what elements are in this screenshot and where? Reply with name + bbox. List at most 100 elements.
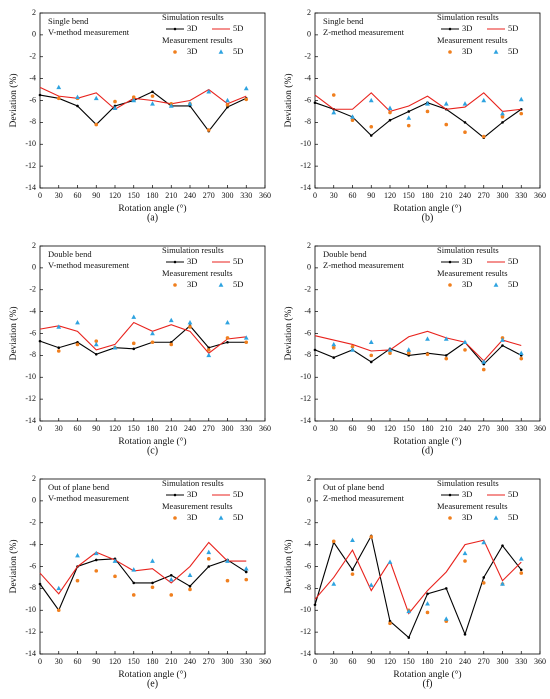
x-tick-label: 60: [74, 191, 82, 200]
x-tick-label: 210: [165, 657, 177, 666]
vertex-marker: [407, 110, 411, 113]
y-tick-label: 2: [32, 241, 36, 250]
dot-marker: [225, 578, 230, 583]
y-tick-label: -12: [300, 627, 311, 636]
vertex-marker: [501, 344, 504, 347]
panel-note: V-method measurement: [48, 493, 130, 503]
y-tick-label: -14: [25, 416, 36, 425]
dot-marker: [113, 574, 117, 579]
triangle-marker: [406, 115, 412, 120]
triangle-marker: [75, 552, 80, 558]
series-line: [314, 534, 522, 639]
dot-marker: [244, 97, 249, 102]
panel-note: V-method measurement: [48, 260, 130, 270]
triangle-marker: [425, 336, 430, 341]
dot-marker: [369, 535, 374, 539]
panel-note: Z-method measurement: [323, 493, 405, 503]
triangle-marker: [481, 539, 487, 545]
x-tick-label: 330: [515, 424, 527, 433]
vertex-marker: [369, 134, 373, 137]
dot-marker: [519, 571, 524, 575]
legend-marker: [448, 516, 452, 520]
y-tick-label: -2: [304, 52, 311, 61]
legend-title: Measurement results: [162, 268, 233, 278]
x-tick-label: 90: [367, 424, 375, 433]
legend-title: Simulation results: [162, 12, 224, 22]
vertex-marker: [313, 348, 317, 352]
legend-label: 5D: [508, 489, 518, 499]
triangle-marker: [462, 550, 468, 556]
dot-marker: [244, 340, 249, 345]
y-tick-label: 0: [32, 263, 36, 272]
legend-title: Simulation results: [162, 245, 224, 255]
y-tick-label: -14: [25, 649, 36, 658]
y-axis-label: Deviation (%): [8, 73, 19, 127]
dot-marker: [406, 123, 411, 128]
y-tick-label: -6: [304, 561, 311, 570]
dot-marker: [206, 557, 211, 561]
dot-marker: [481, 367, 486, 372]
triangle-marker: [387, 347, 393, 352]
y-tick-label: -8: [304, 350, 311, 359]
vertex-marker: [38, 93, 42, 97]
legend-label: 3D: [187, 512, 197, 522]
triangle-marker: [150, 330, 155, 336]
legend-label: 5D: [508, 256, 518, 266]
x-axis-label: Rotation angle (°): [393, 203, 461, 214]
triangle-marker: [150, 558, 155, 563]
x-tick-label: 0: [38, 424, 42, 433]
triangle-marker: [187, 101, 193, 106]
vertex-marker: [226, 340, 229, 344]
legend-label: 5D: [233, 279, 243, 289]
x-tick-label: 270: [203, 424, 215, 433]
triangle-marker: [168, 577, 174, 582]
x-tick-label: 30: [330, 191, 338, 200]
triangle-marker: [368, 339, 374, 345]
dot-marker: [169, 342, 174, 347]
triangle-marker: [350, 537, 355, 543]
y-tick-label: -4: [29, 73, 36, 82]
x-tick-label: 120: [109, 424, 121, 433]
y-tick-label: 2: [307, 241, 311, 250]
y-tick-label: -4: [29, 539, 36, 548]
legend-label: 3D: [187, 279, 197, 289]
dot-marker: [75, 342, 80, 347]
legend-marker: [493, 282, 499, 287]
legend-label: 3D: [187, 489, 197, 499]
x-tick-label: 150: [403, 424, 415, 433]
triangle-marker: [93, 550, 99, 556]
legend-label: 3D: [462, 512, 472, 522]
y-tick-label: 0: [32, 496, 36, 505]
legend-vertex: [173, 27, 177, 31]
triangle-marker: [131, 97, 137, 103]
x-axis-label: Rotation angle (°): [118, 669, 186, 680]
x-tick-label: 90: [367, 657, 375, 666]
x-tick-label: 360: [259, 657, 271, 666]
x-tick-label: 270: [203, 657, 215, 666]
y-axis-label: Deviation (%): [283, 73, 294, 127]
y-axis-label: Deviation (%): [8, 306, 19, 360]
x-tick-label: 300: [222, 191, 234, 200]
y-tick-label: -2: [29, 518, 36, 527]
triangle-marker: [443, 336, 449, 341]
caption: (c): [147, 445, 158, 456]
legend-title: Simulation results: [437, 245, 499, 255]
triangle-marker: [56, 585, 62, 591]
x-tick-label: 120: [109, 657, 121, 666]
y-tick-label: -10: [300, 372, 311, 381]
x-tick-label: 240: [459, 191, 471, 200]
triangle-marker: [500, 111, 505, 116]
x-tick-label: 90: [92, 191, 100, 200]
series-line: [314, 539, 522, 615]
y-tick-label: -2: [304, 285, 311, 294]
vertex-marker: [76, 104, 79, 108]
vertex-marker: [369, 360, 373, 364]
panel: 0 30 60 90 120 150 180 210 240 270 300 330 360 -14 -12…: [283, 241, 546, 456]
y-tick-label: -10: [25, 605, 36, 614]
panel-note: Out of plane bend: [48, 482, 110, 492]
triangle-marker: [225, 97, 230, 103]
vertex-marker: [407, 636, 411, 639]
vertex-marker: [38, 582, 42, 586]
vertex-marker: [132, 581, 136, 585]
legend-marker: [493, 515, 499, 520]
